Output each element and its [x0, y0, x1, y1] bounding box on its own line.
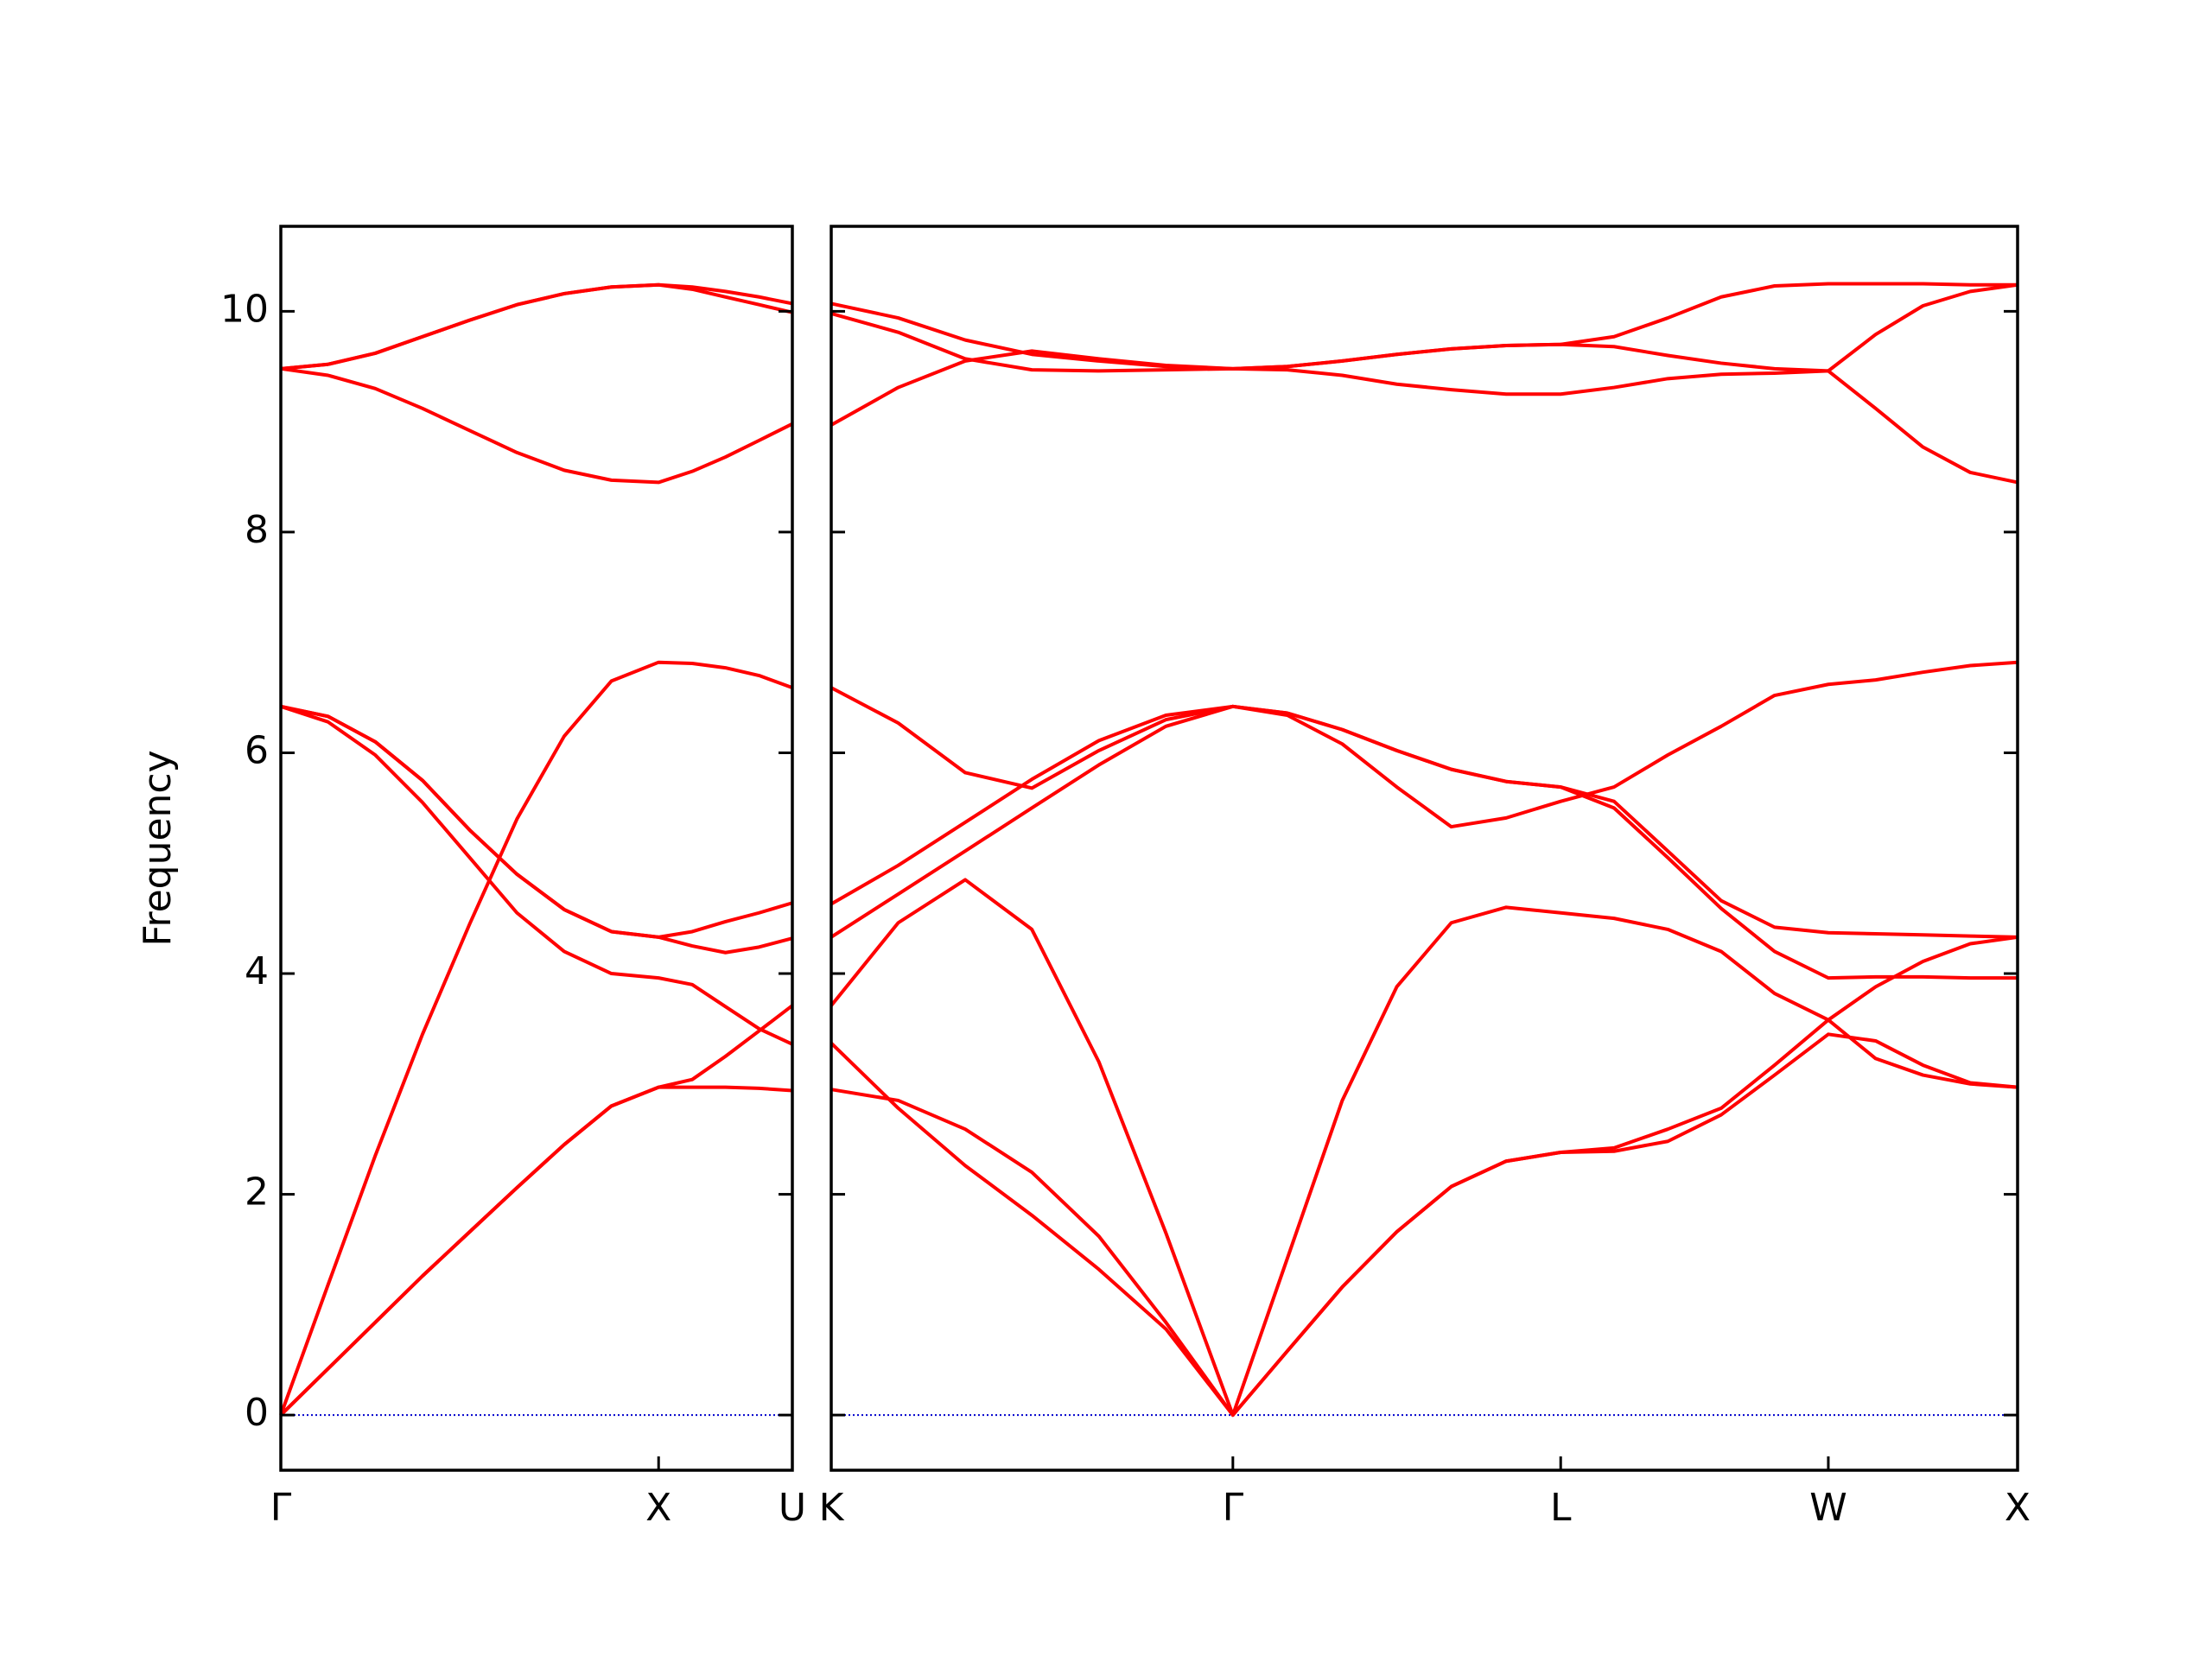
band-line: [830, 878, 2018, 1418]
band-line: [830, 349, 2018, 485]
x-tick-label: L: [1550, 1486, 1572, 1530]
y-tick-label: 0: [245, 1391, 269, 1435]
y-tick-label: 6: [245, 728, 269, 772]
x-tick-label: Γ: [1223, 1486, 1244, 1530]
band-line: [830, 660, 2018, 939]
band-line: [279, 660, 793, 1416]
band-line: [830, 282, 2018, 371]
y-tick-label: 8: [245, 508, 269, 552]
plot-frame: [830, 225, 2019, 1472]
band-line: [279, 1004, 794, 1417]
band-line: [280, 282, 793, 371]
x-tick-label: W: [1809, 1486, 1847, 1530]
band-line: [280, 704, 793, 1046]
band-line: [830, 1018, 2018, 1418]
band-line: [280, 366, 793, 485]
y-axis-label: Frequency: [136, 750, 180, 946]
band-line: [830, 686, 2018, 939]
x-tick-label: Γ: [270, 1486, 292, 1530]
x-tick-label: X: [2005, 1486, 2031, 1530]
x-tick-label: X: [645, 1486, 671, 1530]
x-tick-label: K: [819, 1486, 845, 1530]
plot-frame: [279, 225, 794, 1472]
y-tick-label: 2: [245, 1170, 269, 1215]
band-line: [280, 704, 793, 955]
y-tick-label: 4: [245, 949, 269, 993]
y-tick-label: 10: [220, 287, 269, 331]
x-tick-label: U: [779, 1486, 806, 1530]
